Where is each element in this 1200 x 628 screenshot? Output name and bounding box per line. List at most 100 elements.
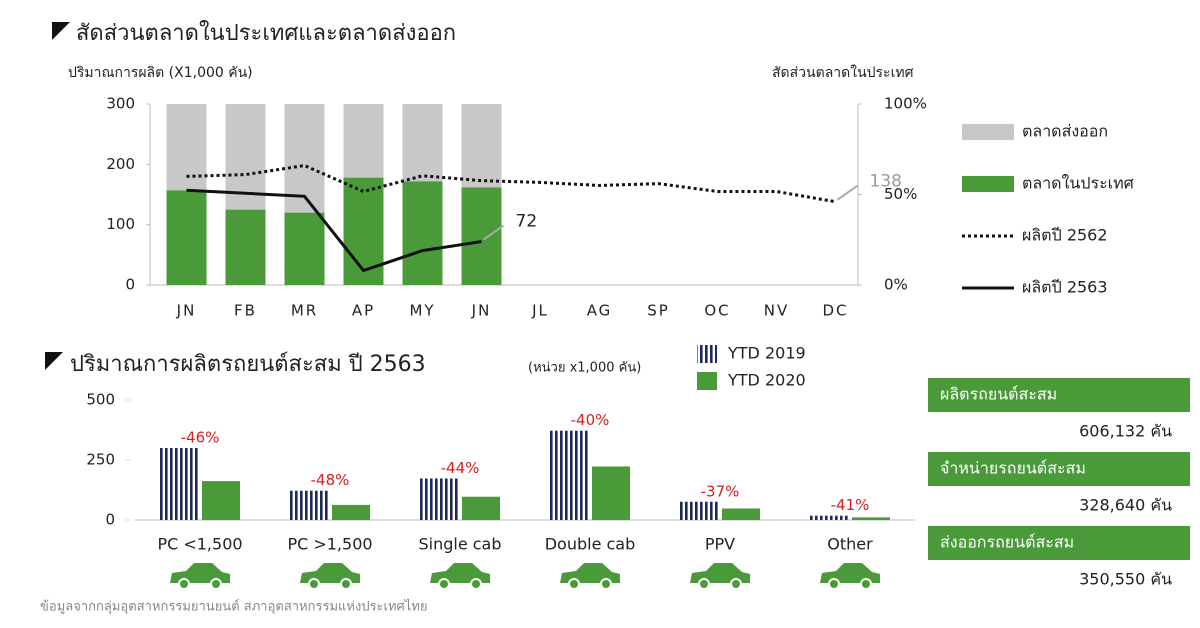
legend-label: YTD 2019 [727, 344, 806, 363]
source-note: ข้อมูลจากกลุ่มอุตสาหกรรมยานยนต์ สภาอุตสา… [40, 599, 428, 615]
bar [225, 209, 266, 285]
bar [852, 517, 890, 520]
y2-tick-label: 100% [884, 95, 927, 113]
legend-label: ผลิตปี 2562 [1022, 226, 1108, 245]
legend-label: ผลิตปี 2563 [1022, 278, 1108, 297]
bar [402, 104, 443, 182]
bar [420, 478, 458, 520]
stat-box [928, 526, 1190, 560]
vehicle-icon [430, 563, 490, 583]
title-marker [52, 22, 70, 40]
y-tick-label: 0 [125, 276, 135, 294]
legend-swatch [697, 345, 717, 363]
stat-label: ส่งออกรถยนต์สะสม [940, 533, 1074, 552]
bar [166, 190, 207, 285]
stat-box [928, 378, 1190, 412]
y-tick-label: 500 [86, 391, 115, 409]
y2-tick-label: 0% [884, 276, 908, 294]
chart-subtitle: (หน่วย x1,000 คัน) [528, 361, 641, 376]
change-label: -46% [181, 429, 220, 447]
x-tick-label: SP [647, 302, 670, 320]
y-tick-label: 300 [106, 95, 135, 113]
data-label: 138 [870, 172, 902, 192]
title-marker [45, 352, 63, 370]
x-tick-label: JN [176, 302, 197, 320]
x-tick-label: PPV [705, 535, 735, 554]
x-tick-label: AG [587, 302, 613, 320]
x-tick-label: Double cab [545, 535, 636, 554]
vehicle-icon [300, 563, 360, 583]
bar [461, 104, 502, 188]
bar [680, 501, 718, 520]
y2-tick-label: 50% [884, 185, 917, 203]
x-tick-label: JL [531, 302, 549, 320]
legend-swatch [962, 176, 1014, 192]
y-tick-label: 250 [86, 451, 115, 469]
bar [810, 515, 848, 520]
vehicle-wheel [600, 578, 612, 590]
legend-label: YTD 2020 [727, 371, 806, 390]
bar [402, 181, 443, 285]
vehicle-icon [820, 563, 880, 583]
vehicle-icon [560, 563, 620, 583]
line [186, 188, 482, 273]
x-tick-label: DC [822, 302, 848, 320]
vehicle-wheel [438, 578, 450, 590]
x-tick-label: PC <1,500 [157, 535, 242, 554]
label-leader [836, 184, 859, 201]
change-label: -48% [311, 471, 350, 489]
data-label: 72 [516, 212, 538, 232]
legend-label: ตลาดส่งออก [1022, 122, 1108, 141]
bar [202, 481, 240, 520]
bar [592, 466, 630, 520]
change-label: -44% [441, 459, 480, 477]
bar [722, 508, 760, 520]
stat-box [928, 452, 1190, 486]
y-axis-label: ปริมาณการผลิต (X1,000 คัน) [68, 65, 253, 81]
y-tick-label: 200 [106, 155, 135, 173]
x-tick-label: PC >1,500 [287, 535, 372, 554]
stat-value: 328,640 คัน [1079, 496, 1172, 515]
vehicle-wheel [860, 578, 872, 590]
change-label: -37% [701, 482, 740, 500]
bar [550, 430, 588, 520]
x-tick-label: NV [764, 302, 789, 320]
chart-title: ปริมาณการผลิตรถยนต์สะสม ปี 2563 [70, 352, 426, 377]
x-tick-label: FB [234, 302, 257, 320]
vehicle-icon [170, 563, 230, 583]
legend-swatch [697, 372, 717, 390]
vehicle-wheel [828, 578, 840, 590]
vehicle-wheel [568, 578, 580, 590]
x-tick-label: Single cab [418, 535, 501, 554]
bar [461, 187, 502, 285]
bar [160, 448, 198, 520]
vehicle-wheel [340, 578, 352, 590]
x-tick-label: OC [704, 302, 730, 320]
x-tick-label: MR [291, 302, 318, 320]
legend-swatch [962, 124, 1014, 140]
y2-axis-label: สัดส่วนตลาดในประเทศ [772, 64, 914, 81]
vehicle-wheel [308, 578, 320, 590]
vehicle-icon [690, 563, 750, 583]
bar [332, 504, 370, 520]
stat-value: 606,132 คัน [1079, 422, 1172, 441]
stat-label: ผลิตรถยนต์สะสม [940, 385, 1057, 404]
x-tick-label: JN [471, 302, 492, 320]
y-tick-label: 100 [106, 215, 135, 233]
y-tick-label: 0 [105, 511, 115, 529]
change-label: -41% [831, 496, 870, 514]
bar [290, 490, 328, 520]
stat-label: จำหน่ายรถยนต์สะสม [940, 459, 1086, 478]
vehicle-wheel [178, 578, 190, 590]
stat-value: 350,550 คัน [1079, 570, 1172, 589]
vehicle-wheel [698, 578, 710, 590]
bar [284, 212, 325, 285]
bar [343, 104, 384, 178]
change-label: -40% [571, 411, 610, 429]
vehicle-wheel [210, 578, 222, 590]
line [186, 163, 836, 204]
bar [462, 496, 500, 520]
vehicle-wheel [470, 578, 482, 590]
x-tick-label: MY [409, 302, 435, 320]
